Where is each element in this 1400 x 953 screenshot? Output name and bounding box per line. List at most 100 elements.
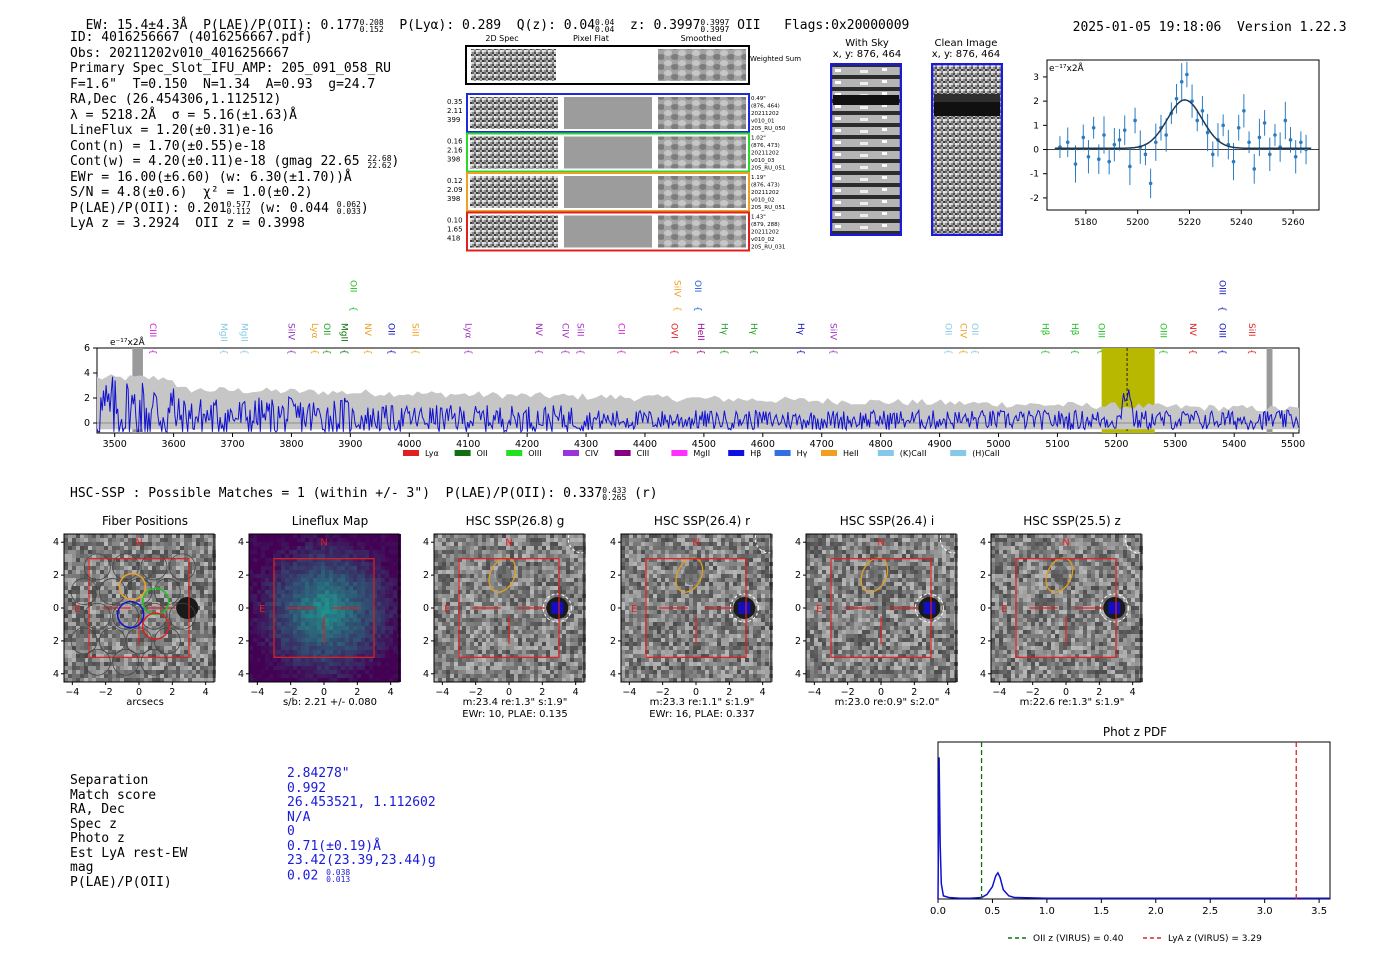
panel-pixel — [104, 598, 108, 602]
panel-pixel — [261, 610, 265, 614]
panel-pixel — [474, 674, 478, 678]
panel-pixel — [289, 618, 293, 622]
panel-pixel — [313, 670, 317, 674]
spectral-line-name: Hγ — [719, 323, 729, 336]
panel-pixel — [333, 566, 337, 570]
panel-pixel — [645, 554, 649, 558]
panel-pixel — [550, 550, 554, 554]
panel-pixel — [329, 678, 333, 682]
panel-pixel — [192, 626, 196, 630]
panel-pixel — [297, 590, 301, 594]
panel-pixel — [208, 646, 212, 650]
panel-pixel — [466, 550, 470, 554]
zoom-point — [1247, 140, 1251, 145]
panel-pixel — [470, 566, 474, 570]
panel-pixel — [112, 634, 116, 638]
panel-pixel — [257, 610, 261, 614]
panel-pixel — [353, 566, 357, 570]
panel-pixel — [301, 574, 305, 578]
zoom-point — [1174, 96, 1179, 101]
panel-pixel — [313, 550, 317, 554]
panel-pixel — [92, 670, 96, 674]
panel-pixel — [180, 538, 184, 542]
panel-pixel — [677, 550, 681, 554]
panel-pixel — [108, 554, 112, 558]
panel-pixel — [200, 654, 204, 658]
panel-pixel — [502, 534, 506, 538]
panel-pixel — [546, 538, 550, 542]
panel-pixel — [136, 594, 140, 598]
panel-pixel — [265, 594, 269, 598]
panel-pixel — [522, 678, 526, 682]
panel-pixel — [128, 550, 132, 554]
panel-pixel — [164, 534, 168, 538]
spectrum-xtick-label: 5500 — [1281, 439, 1305, 450]
panel-pixel — [277, 598, 281, 602]
panel-pixel — [176, 578, 180, 582]
panel-pixel — [478, 550, 482, 554]
panel-pixel — [180, 586, 184, 590]
panel-pixel — [116, 586, 120, 590]
panel-pixel — [180, 662, 184, 666]
panel-pixel — [474, 638, 478, 642]
panel-pixel — [554, 674, 558, 678]
panel-pixel — [486, 566, 490, 570]
panel-pixel — [128, 666, 132, 670]
panel-pixel — [393, 662, 397, 666]
panel-pixel — [729, 554, 733, 558]
zoom-point — [1257, 135, 1262, 140]
panel-pixel — [273, 678, 277, 682]
panel-pixel — [116, 622, 120, 626]
panel-pixel — [72, 678, 76, 682]
panel-pixel — [152, 674, 156, 678]
panel-pixel — [341, 626, 345, 630]
panel-pixel — [510, 570, 514, 574]
panel-pixel — [104, 638, 108, 642]
panel-pixel — [188, 662, 192, 666]
panel-pixel — [76, 670, 80, 674]
panel-pixel — [136, 542, 140, 546]
spectrum-xtick-label: 3900 — [338, 439, 362, 450]
panel-pixel — [148, 550, 152, 554]
panel-pixel — [434, 630, 438, 634]
panel-pixel — [92, 550, 96, 554]
panel-pixel — [88, 618, 92, 622]
spectral-line-label: SiII{ — [409, 323, 419, 355]
panel-pixel — [124, 614, 128, 618]
panel-pixel — [196, 570, 200, 574]
panel-pixel — [204, 558, 208, 562]
panel-pixel — [313, 598, 317, 602]
panel-pixel — [442, 626, 446, 630]
panel-pixel — [128, 594, 132, 598]
panel-pixel — [112, 622, 116, 626]
panel-pixel — [442, 578, 446, 582]
panel-pixel — [297, 650, 301, 654]
panel-pixel — [434, 574, 438, 578]
panel-pixel — [265, 570, 269, 574]
panel-pixel — [349, 654, 353, 658]
panel-pixel — [438, 594, 442, 598]
panel-pixel — [261, 646, 265, 650]
cutout-row-smoothed — [658, 176, 746, 208]
panel-pixel — [349, 642, 353, 646]
panel-pixel — [729, 546, 733, 550]
panel-pixel — [124, 654, 128, 658]
panel-pixel — [566, 650, 570, 654]
panel-pixel — [530, 674, 534, 678]
panel-pixel — [92, 582, 96, 586]
panel-pixel — [482, 554, 486, 558]
panel-pixel — [482, 550, 486, 554]
panel-pixel — [261, 614, 265, 618]
panel-pixel — [546, 650, 550, 654]
panel-pixel — [510, 586, 514, 590]
panel-pixel — [204, 598, 208, 602]
panel-pixel — [84, 678, 88, 682]
panel-pixel — [180, 658, 184, 662]
panel-pixel — [482, 590, 486, 594]
panel-pixel — [64, 566, 68, 570]
panel-pixel — [88, 642, 92, 646]
zoom-ytick-label: 3 — [1033, 73, 1039, 83]
panel-pixel — [128, 634, 132, 638]
panel-pixel — [132, 662, 136, 666]
panel-pixel — [333, 594, 337, 598]
